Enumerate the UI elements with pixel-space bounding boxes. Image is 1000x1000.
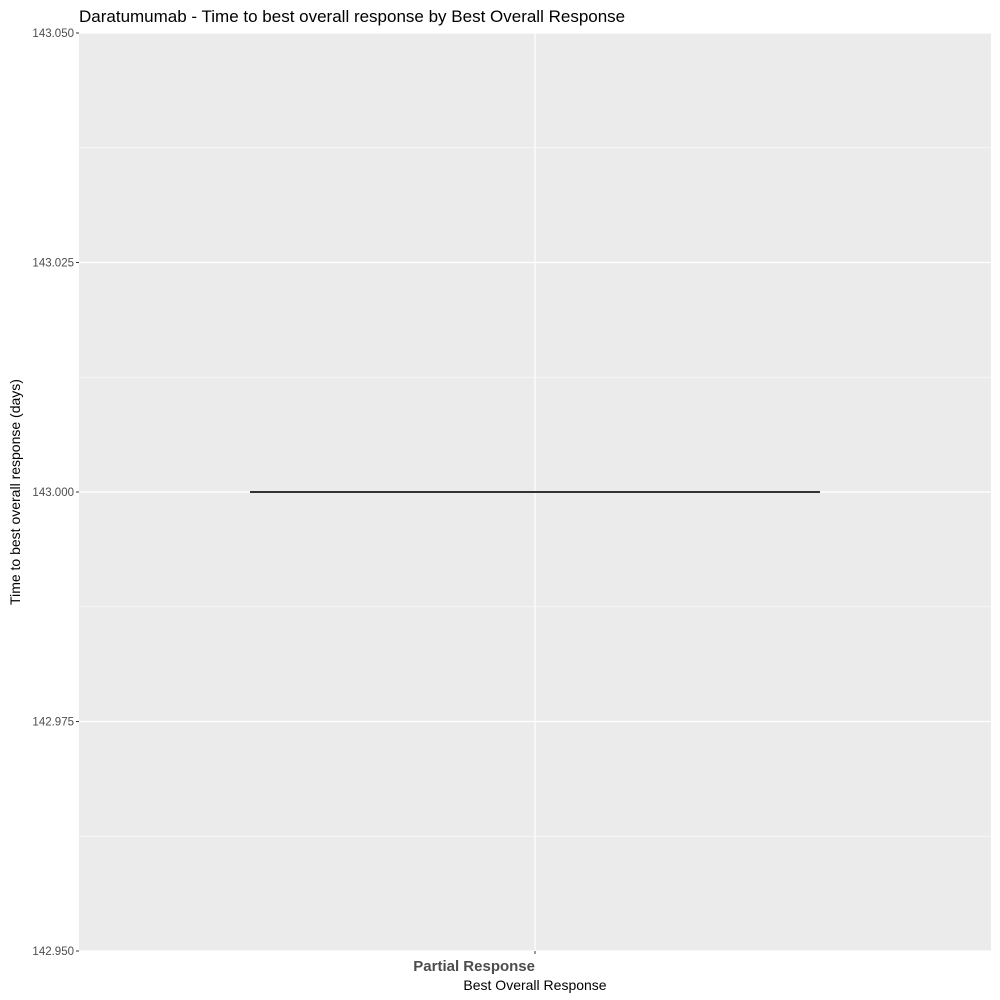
- x-axis-title: Best Overall Response: [463, 977, 606, 993]
- chart-title: Daratumumab - Time to best overall respo…: [79, 7, 625, 26]
- y-axis-title: Time to best overall response (days): [7, 379, 23, 605]
- y-tick-label: 143.025: [32, 258, 74, 270]
- y-axis: 142.950 142.975 143.000 143.025 143.050: [32, 28, 79, 958]
- y-tick-label: 143.050: [32, 28, 74, 40]
- x-axis: Partial Response: [413, 951, 536, 975]
- y-tick-label: 143.000: [32, 487, 74, 499]
- y-tick-label: 142.975: [32, 717, 74, 729]
- x-tick-label: Partial Response: [413, 958, 535, 975]
- y-tick-label: 142.950: [32, 946, 74, 958]
